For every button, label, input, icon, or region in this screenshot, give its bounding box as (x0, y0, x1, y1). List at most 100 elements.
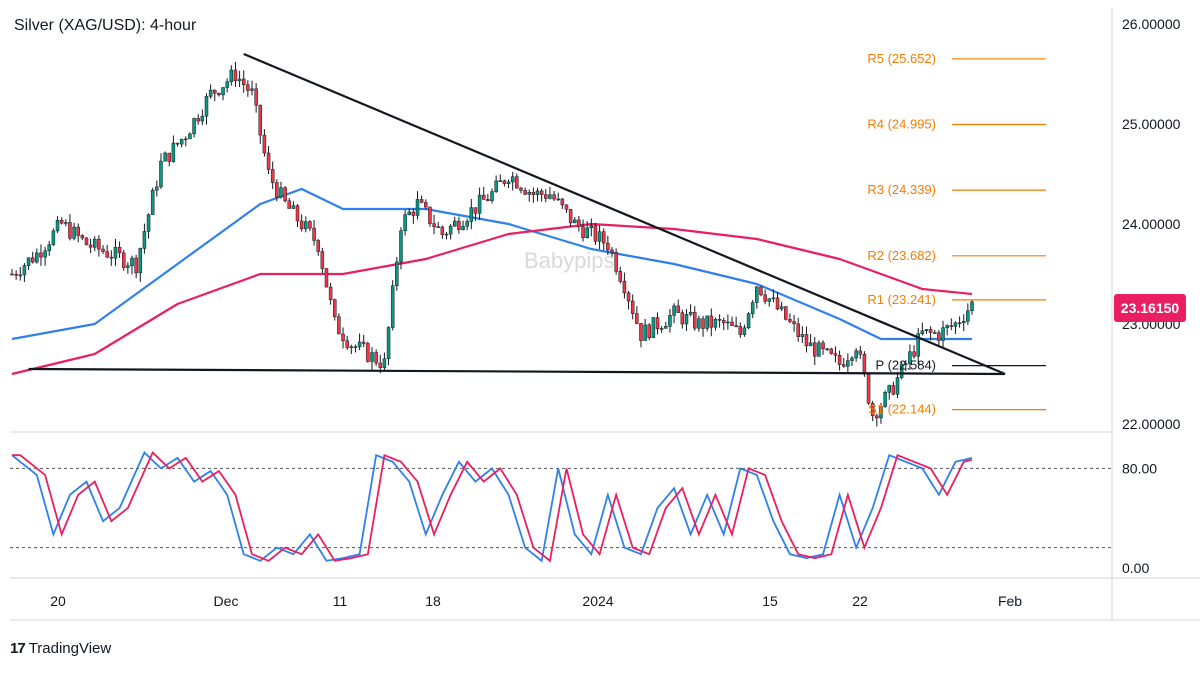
candle (494, 175, 498, 193)
candle (680, 309, 685, 329)
candle (970, 299, 974, 315)
candle (461, 220, 465, 231)
trendline-2[interactable] (28, 367, 1006, 376)
candle (577, 215, 581, 232)
candle (374, 349, 378, 366)
candle (597, 225, 602, 250)
oscillator-panel: 0.00 80.00 (10, 451, 1157, 576)
candle (626, 290, 631, 310)
candle (643, 318, 647, 341)
candle (933, 329, 937, 335)
candle (821, 340, 825, 355)
candle (312, 220, 316, 246)
candle (415, 191, 420, 220)
candle (883, 390, 887, 408)
candle (701, 315, 705, 337)
watermark: Babypips (524, 248, 615, 273)
candle (167, 152, 171, 167)
stochastic-d-line (12, 451, 973, 563)
candle (721, 317, 726, 331)
candle (734, 316, 738, 328)
candle (150, 187, 155, 215)
candle (788, 313, 792, 324)
candle (875, 413, 879, 427)
candle (30, 251, 35, 264)
candle (105, 244, 109, 259)
candle (693, 306, 697, 331)
candle (333, 298, 337, 321)
candle (655, 312, 660, 335)
moving-average-line-2 (11, 222, 973, 376)
candle (916, 328, 920, 365)
price-series (10, 61, 974, 427)
candle (440, 225, 445, 240)
candle (535, 187, 540, 202)
pivot-label: S1 (22.144) (868, 402, 936, 417)
chart-title: Silver (XAG/USD): 4-hour (14, 17, 197, 34)
candle (453, 216, 457, 227)
candle (184, 136, 188, 147)
candle (39, 244, 43, 266)
candle (26, 257, 31, 271)
time-tick-label: 18 (425, 593, 441, 609)
candle (270, 161, 275, 190)
tradingview-brand[interactable]: 17 TradingView (10, 640, 111, 657)
candle (585, 220, 589, 239)
candle (258, 104, 263, 144)
oscillator-tick-label: 0.00 (1122, 560, 1149, 576)
pivot-levels: R5 (25.652) R4 (24.995) R3 (24.339) R2 (23.… (867, 51, 1046, 417)
candle (552, 190, 556, 202)
candle (908, 344, 912, 371)
candle (59, 217, 64, 225)
candle (299, 214, 304, 232)
time-axis[interactable]: 20 Dec 11 18 2024 15 22 Feb (50, 593, 1022, 609)
main-panel[interactable] (10, 8, 1112, 430)
time-tick-label: Feb (998, 593, 1022, 609)
oscillator-tick-label: 80.00 (1122, 460, 1157, 476)
candle (155, 180, 159, 197)
trendline-1[interactable] (243, 52, 1006, 376)
trendlines[interactable] (28, 52, 1006, 376)
candle (130, 255, 134, 275)
candle (560, 198, 565, 209)
candle (581, 219, 585, 242)
candle (10, 268, 14, 276)
candle (945, 324, 949, 336)
candle (630, 294, 635, 320)
candle (941, 320, 945, 348)
candle (684, 309, 689, 331)
candle (72, 222, 76, 241)
candle (837, 350, 842, 371)
candle (233, 61, 238, 87)
candle (35, 248, 39, 264)
candle (448, 224, 453, 240)
candle (84, 237, 89, 246)
candle (208, 84, 213, 99)
candle (76, 223, 80, 243)
candle (709, 308, 714, 337)
candle (109, 250, 114, 266)
candle (225, 78, 229, 93)
candle (804, 326, 809, 353)
candle (138, 247, 143, 282)
candle (841, 357, 846, 368)
candle (395, 256, 399, 291)
candle (697, 315, 701, 332)
candle (428, 206, 432, 227)
candle (817, 340, 821, 357)
candle (320, 247, 325, 274)
candle (759, 286, 763, 297)
candle (204, 93, 209, 125)
candle (647, 323, 651, 341)
candle (469, 198, 474, 230)
candle (808, 333, 813, 347)
candle (866, 373, 871, 405)
candle (403, 209, 407, 236)
tradingview-logo-icon: 17 (10, 640, 26, 657)
candle (345, 335, 349, 350)
candle (912, 345, 916, 359)
candle (217, 92, 221, 97)
price-tick-label: 24.00000 (1122, 216, 1181, 232)
